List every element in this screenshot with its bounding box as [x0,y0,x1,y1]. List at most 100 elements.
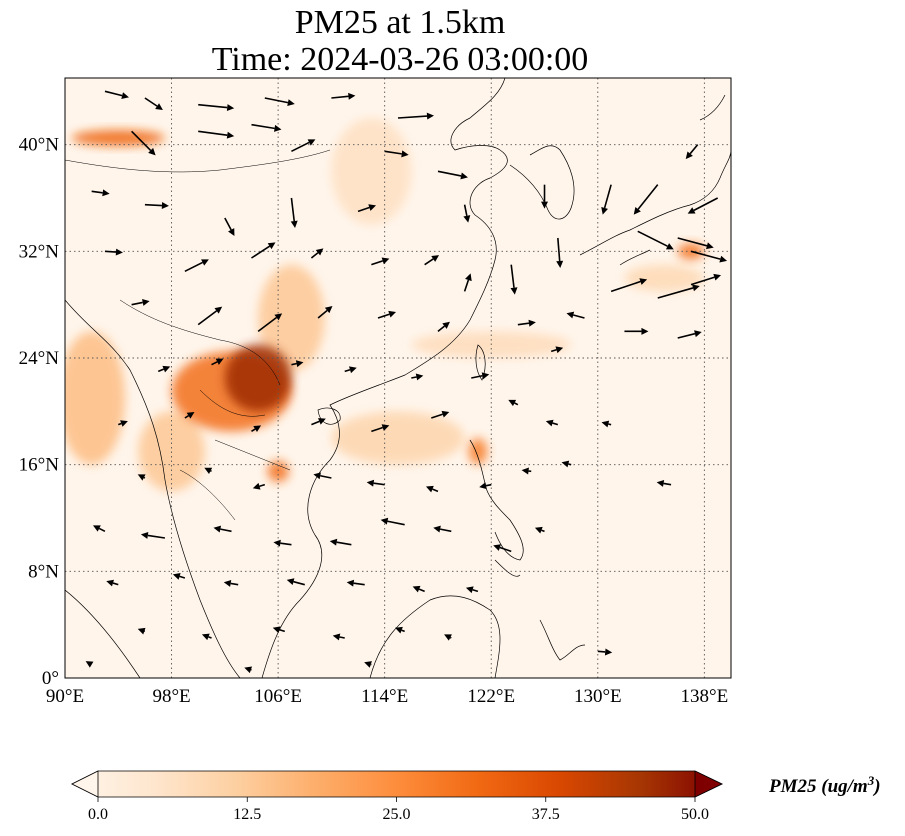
wind-arrow-shaft [291,362,297,366]
wind-arrow [144,202,169,210]
colorbar-tick-label: 25.0 [383,806,411,823]
colorbar-label-text: PM25 (ug/m [768,776,868,797]
wind-arrow-shaft [401,629,405,633]
wind-arrow-head [286,578,295,586]
colorbar-body [71,770,723,798]
wind-arrow [157,365,171,373]
wind-arrow-head [162,365,171,373]
wind-arrow-shaft [371,260,383,266]
wind-arrow-shaft [311,420,320,426]
wind-arrow-shaft [259,483,266,488]
wind-arrow-head [228,228,235,236]
wind-arrow-head [313,472,321,480]
wind-arrow [224,217,235,236]
wind-arrow-head [186,412,195,419]
wind-arrow-shaft [117,422,122,426]
wind-arrow [534,526,545,534]
wind-arrow [198,130,235,139]
wind-arrow-head [401,150,409,158]
wind-arrow [346,579,365,587]
wind-arrow [332,633,345,641]
wind-arrow-shaft [472,588,479,593]
wind-arrow-head [215,358,224,365]
wind-arrow-shaft [184,415,189,419]
wind-arrow [561,460,572,468]
wind-arrow-head [381,424,390,431]
pm25-hotspot [331,411,465,465]
wind-arrow [252,482,266,490]
wind-arrow-shaft [550,348,557,353]
wind-arrow-head [315,248,324,256]
pm25-hotspot [224,344,292,412]
wind-arrow [273,539,292,547]
wind-arrow-head [120,420,128,427]
wind-arrow-shaft [197,310,218,326]
wind-arrow-shaft [690,250,721,260]
lon-tick-label: 122°E [467,686,515,707]
map-axes: 0° 8°N 16°N 24°N 32°N 40°N 90°E 98°E 106°E 114°E… [19,77,732,707]
wind-arrow [433,525,452,533]
wind-arrow-shaft [371,426,383,433]
colorbar-extend-max [694,770,723,798]
coastline-taiwan [475,344,486,381]
wind-arrow-head [287,99,295,107]
wind-arrow [510,264,518,295]
wind-arrow-shaft [147,534,166,539]
coastline-asia-mainland [65,78,508,678]
wind-arrow-shaft [418,588,425,593]
wind-arrow-shaft [320,474,332,479]
wind-arrow-head [465,586,474,594]
wind-arrow-head [274,313,283,321]
wind-arrow-shaft [357,206,370,213]
wind-arrow-head [460,172,468,180]
wind-arrow-head [346,579,355,587]
wind-arrow [251,123,282,132]
wind-arrow-shaft [211,361,218,366]
lon-tick-label: 106°E [254,686,302,707]
colorbar-label-close: ) [872,776,880,797]
wind-arrow-head [267,242,276,250]
lon-tick-label: 130°E [574,686,622,707]
wind-arrow-head [92,525,101,532]
wind-arrow [601,420,612,428]
wind-arrow-head [639,278,648,285]
wind-arrow [633,184,659,215]
lat-tick-label: 0° [42,668,59,689]
wind-arrow [172,573,186,580]
wind-arrow-head [332,633,341,641]
wind-arrow-head [555,346,564,354]
wind-arrow-head [604,648,613,656]
wind-arrow [610,278,648,293]
wind-arrow [541,184,549,209]
wind-arrow-shaft [251,245,271,259]
wind-arrow-shaft [424,258,434,266]
wind-arrow-head [148,147,156,156]
wind-arrow [479,482,492,490]
wind-arrow-shaft [336,541,352,546]
wind-arrow-shaft [499,546,512,553]
wind-arrow [106,579,119,587]
wind-arrow-head [412,585,421,593]
wind-arrow-head [521,467,529,475]
wind-arrow-shaft [184,261,203,273]
graticule [65,78,731,678]
pm25-hotspot [624,264,705,292]
plot-frame [64,77,732,679]
wind-arrow-shaft [112,582,119,586]
wind-arrow [310,248,324,259]
wind-arrow-head [115,248,123,256]
wind-arrow-shaft [131,301,143,306]
wind-arrow [657,284,700,299]
wind-arrow-shaft [471,374,483,379]
wind-arrow [677,237,714,250]
wind-arrow-head [441,410,450,418]
wind-arrow [117,420,128,427]
wind-arrow-head [415,373,424,381]
wind-arrow-head [656,479,665,487]
wind-arrow-shaft [291,141,310,153]
wind-vectors [85,90,728,674]
wind-arrow [371,424,390,433]
coastline-sulawesi [539,619,586,661]
wind-arrow-head [465,273,472,282]
wind-arrow-shaft [293,580,305,586]
